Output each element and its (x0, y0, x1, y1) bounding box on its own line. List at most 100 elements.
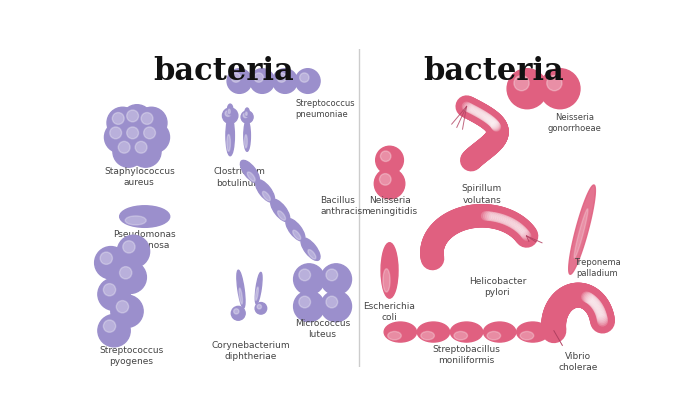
Ellipse shape (301, 238, 320, 261)
Text: Staphylococcus
aureus: Staphylococcus aureus (104, 166, 175, 186)
Polygon shape (574, 209, 588, 258)
Circle shape (241, 112, 253, 124)
Ellipse shape (278, 211, 286, 221)
Ellipse shape (421, 332, 435, 340)
Ellipse shape (271, 200, 290, 222)
Ellipse shape (228, 110, 230, 114)
Ellipse shape (256, 273, 262, 304)
Circle shape (141, 113, 153, 125)
Circle shape (547, 76, 562, 92)
Ellipse shape (384, 322, 416, 342)
Ellipse shape (484, 322, 516, 342)
Ellipse shape (246, 113, 247, 116)
Ellipse shape (517, 322, 549, 342)
Circle shape (321, 291, 351, 322)
Ellipse shape (244, 121, 251, 152)
Text: Corynebacterium
diphtheriae: Corynebacterium diphtheriae (211, 340, 290, 360)
Circle shape (104, 320, 116, 332)
Text: Neisseria
meningitidis: Neisseria meningitidis (361, 195, 418, 216)
Text: Neisseria
gonorrhoeae: Neisseria gonorrhoeae (547, 113, 601, 133)
Circle shape (122, 241, 135, 254)
Circle shape (107, 108, 138, 139)
Circle shape (127, 111, 139, 123)
Ellipse shape (487, 332, 500, 340)
Ellipse shape (417, 322, 449, 342)
Ellipse shape (454, 332, 468, 340)
Circle shape (98, 315, 130, 347)
Circle shape (293, 291, 324, 322)
Text: Spirillum
volutans: Spirillum volutans (462, 184, 502, 204)
Ellipse shape (383, 269, 390, 292)
Circle shape (118, 236, 150, 268)
Ellipse shape (244, 135, 247, 149)
Circle shape (376, 147, 403, 175)
Circle shape (135, 142, 147, 154)
Circle shape (98, 278, 130, 311)
Circle shape (299, 297, 311, 308)
Ellipse shape (247, 173, 256, 182)
Circle shape (250, 69, 274, 94)
Circle shape (127, 128, 139, 140)
Circle shape (540, 69, 580, 109)
Ellipse shape (240, 161, 259, 183)
Circle shape (231, 306, 245, 320)
Circle shape (112, 113, 124, 125)
Ellipse shape (293, 230, 301, 240)
Circle shape (104, 284, 116, 296)
Circle shape (234, 309, 239, 314)
Ellipse shape (245, 109, 249, 117)
Circle shape (136, 108, 167, 139)
Circle shape (104, 122, 136, 154)
Circle shape (326, 297, 337, 308)
Text: Clostridium
botulinum: Clostridium botulinum (214, 167, 265, 187)
Text: Pseudomonas
aeruginosa: Pseudomonas aeruginosa (113, 229, 176, 249)
Text: bacteria: bacteria (423, 56, 564, 87)
Circle shape (243, 114, 248, 119)
Circle shape (130, 137, 161, 168)
Circle shape (300, 74, 309, 83)
Text: Streptococcus
pneumoniae: Streptococcus pneumoniae (295, 99, 355, 119)
Circle shape (139, 122, 169, 154)
Circle shape (223, 109, 238, 124)
Circle shape (277, 74, 286, 83)
Circle shape (299, 269, 311, 281)
Text: Vibrio
cholerae: Vibrio cholerae (559, 351, 598, 371)
Circle shape (321, 264, 351, 295)
Circle shape (110, 128, 122, 140)
Circle shape (121, 122, 153, 154)
Ellipse shape (520, 332, 533, 340)
Text: Helicobacter
pylori: Helicobacter pylori (469, 276, 526, 296)
Circle shape (326, 269, 337, 281)
Text: Streptococcus
pyogenes: Streptococcus pyogenes (99, 345, 164, 366)
Text: Streptobacillus
moniliformis: Streptobacillus moniliformis (433, 344, 500, 365)
Ellipse shape (237, 271, 245, 308)
Circle shape (254, 74, 263, 83)
Circle shape (257, 305, 262, 309)
Text: Escherichia
coli: Escherichia coli (363, 301, 416, 322)
Circle shape (273, 69, 298, 94)
Circle shape (227, 69, 252, 94)
Polygon shape (568, 185, 596, 275)
Circle shape (255, 303, 267, 314)
Text: Bacillus
anthracis: Bacillus anthracis (321, 195, 363, 216)
Circle shape (100, 252, 113, 265)
Ellipse shape (388, 332, 401, 340)
Circle shape (293, 264, 324, 295)
Circle shape (507, 69, 547, 109)
Circle shape (113, 137, 144, 168)
Circle shape (514, 76, 529, 92)
Ellipse shape (286, 219, 304, 242)
Circle shape (144, 128, 155, 140)
Text: Treponema
palladium: Treponema palladium (574, 257, 621, 277)
Ellipse shape (381, 243, 398, 299)
Circle shape (295, 69, 320, 94)
Ellipse shape (228, 105, 233, 116)
Circle shape (94, 247, 127, 279)
Text: Micrococcus
luteus: Micrococcus luteus (295, 318, 350, 339)
Ellipse shape (450, 322, 483, 342)
Circle shape (118, 142, 130, 154)
Ellipse shape (239, 288, 242, 304)
Circle shape (379, 174, 391, 186)
Ellipse shape (227, 135, 230, 152)
Ellipse shape (125, 216, 146, 225)
